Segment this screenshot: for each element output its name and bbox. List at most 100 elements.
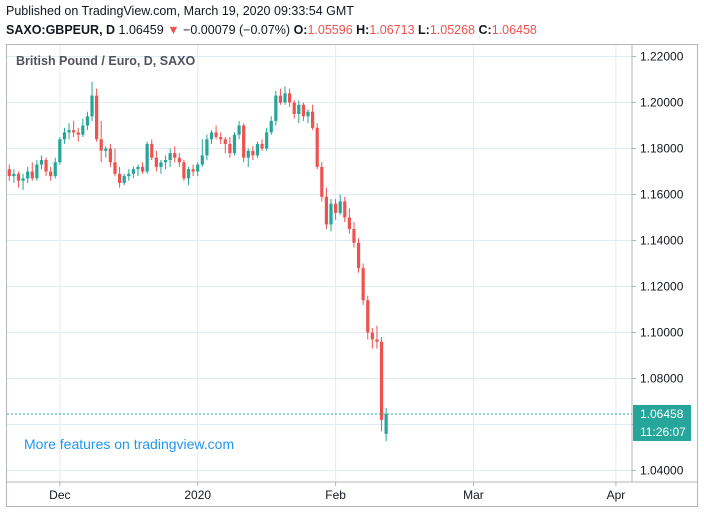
candle-body xyxy=(191,169,195,172)
candle-body xyxy=(255,143,260,156)
candle xyxy=(154,150,158,172)
x-tick-label: Feb xyxy=(325,488,346,502)
y-tick-label: 1.12000 xyxy=(640,280,684,294)
low-value: 1.05268 xyxy=(429,23,476,37)
high-value: 1.06713 xyxy=(369,23,415,37)
candle xyxy=(329,199,333,232)
candle xyxy=(145,141,149,174)
candle xyxy=(338,194,342,216)
x-tick-label: Apr xyxy=(607,488,626,502)
x-tick-label: Dec xyxy=(49,488,70,502)
y-tick-label: 1.14000 xyxy=(640,234,684,248)
candle-body xyxy=(117,173,122,183)
symbol-label[interactable]: SAXO:GBPEUR, D xyxy=(6,23,116,37)
open-label: O: xyxy=(293,23,308,37)
candle xyxy=(379,337,384,432)
candle-body xyxy=(297,104,301,114)
candle xyxy=(209,130,214,144)
candle-body xyxy=(228,143,232,154)
candle-body xyxy=(320,166,324,197)
candle xyxy=(62,127,67,144)
candle-body xyxy=(85,116,90,126)
candle-body xyxy=(186,169,191,179)
price-axis[interactable]: 1.040001.060001.080001.100001.120001.140… xyxy=(632,50,684,478)
candle xyxy=(352,222,356,248)
candle-body xyxy=(177,157,181,163)
candle xyxy=(324,187,329,229)
candle-body xyxy=(104,148,108,151)
y-tick-label: 1.08000 xyxy=(640,372,684,386)
candle-body xyxy=(90,95,94,117)
candle-body xyxy=(214,132,218,137)
candle xyxy=(30,162,34,181)
candle xyxy=(228,137,232,158)
candle xyxy=(320,162,324,202)
candle-body xyxy=(333,203,338,213)
low-label: L: xyxy=(418,23,430,37)
candle xyxy=(356,238,361,273)
candle xyxy=(278,88,283,105)
symbol-ohlc-line: SAXO:GBPEUR, D 1.06459 ▼ −0.00079 (−0.07… xyxy=(6,23,537,37)
candle-body xyxy=(347,217,351,229)
candle xyxy=(306,109,310,124)
candle xyxy=(283,86,287,105)
candle-body xyxy=(173,153,177,158)
candle xyxy=(12,169,16,183)
y-tick-label: 1.04000 xyxy=(640,464,684,478)
open-value: 1.05596 xyxy=(307,23,353,37)
candle-body xyxy=(122,176,126,183)
candle xyxy=(16,171,21,188)
candle-body xyxy=(95,95,99,140)
candle-body xyxy=(67,130,71,133)
candle xyxy=(246,148,250,167)
candle xyxy=(99,120,103,163)
close-label: C: xyxy=(478,23,492,37)
x-tick-label: Mar xyxy=(463,488,484,502)
candle-body xyxy=(30,171,34,179)
published-line: Published on TradingView.com, March 19, … xyxy=(6,4,354,18)
candle-body xyxy=(269,120,273,133)
candle-body xyxy=(370,332,374,340)
candle-body xyxy=(288,93,292,103)
candle-body xyxy=(76,132,80,135)
candle-body xyxy=(53,162,57,177)
candle xyxy=(136,164,140,177)
candle xyxy=(122,173,126,186)
candle-body xyxy=(366,300,370,333)
candle-body xyxy=(12,173,16,177)
candle xyxy=(117,166,122,188)
candle xyxy=(310,104,315,131)
candle-body xyxy=(301,104,306,117)
candle-body xyxy=(292,102,296,114)
candle xyxy=(219,132,223,144)
candle xyxy=(53,157,57,179)
candle xyxy=(361,263,365,305)
candle-body xyxy=(154,157,158,167)
y-tick-label: 1.18000 xyxy=(640,142,684,156)
candle-body xyxy=(35,164,39,179)
candle xyxy=(269,116,273,135)
candle xyxy=(255,141,260,158)
candle xyxy=(81,118,85,137)
watermark-link[interactable]: More features on tradingview.com xyxy=(24,436,234,452)
candle-body xyxy=(58,139,62,163)
candle-body xyxy=(361,268,365,301)
y-tick-label: 1.22000 xyxy=(640,50,684,64)
candle xyxy=(76,127,80,142)
candle-body xyxy=(283,93,287,103)
last-price-value: 1.06459 xyxy=(118,23,164,37)
candle-body xyxy=(140,166,145,172)
candle-body xyxy=(260,143,264,149)
candle xyxy=(274,91,278,126)
candle xyxy=(35,160,39,181)
last-price-badge-value: 1.06458 xyxy=(640,407,684,421)
candle xyxy=(108,143,113,167)
candle-body xyxy=(163,160,168,163)
time-axis[interactable]: Dec 2020 Feb Mar Apr xyxy=(49,482,625,502)
candle-body xyxy=(384,413,388,434)
candle-body xyxy=(7,169,11,177)
candle-body xyxy=(168,153,172,160)
candle-body xyxy=(81,125,85,135)
candle-body xyxy=(223,139,227,144)
